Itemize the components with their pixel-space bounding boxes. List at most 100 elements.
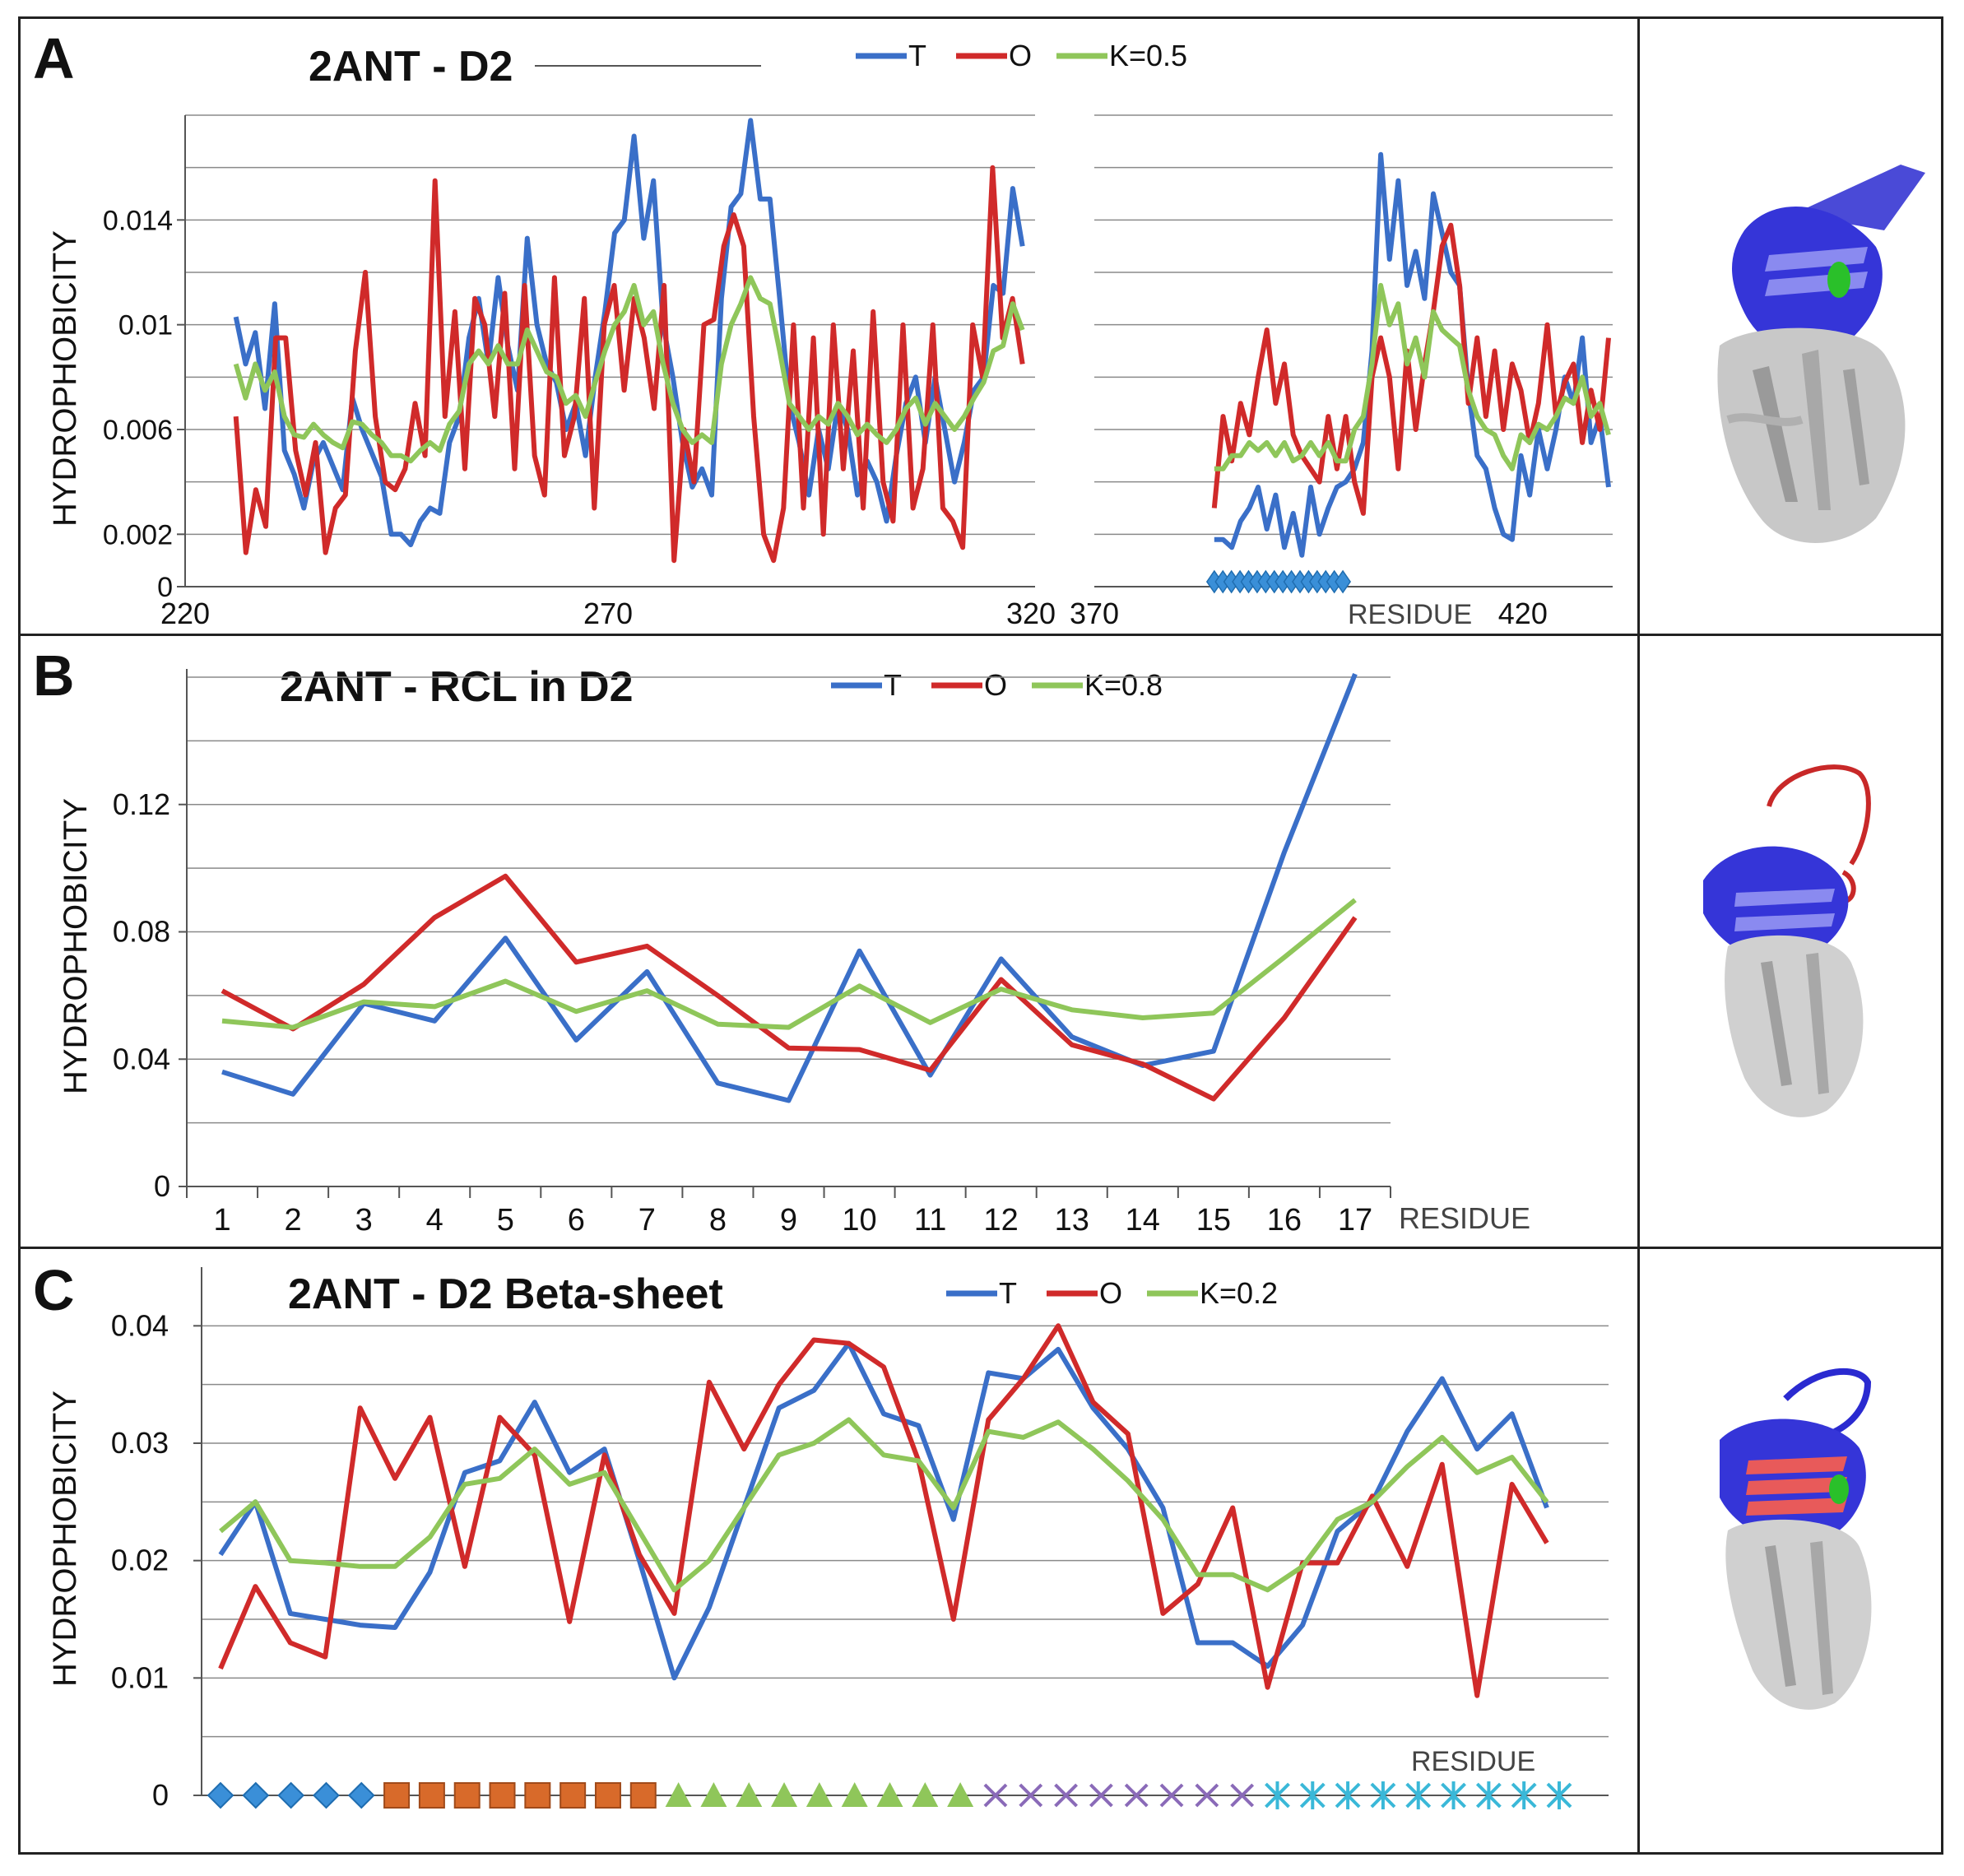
structure-thumbnail-a — [1717, 165, 1925, 543]
x-tick-label-b: 8 — [709, 1203, 727, 1238]
series-line-b-k08 — [221, 898, 1357, 1030]
x-tick-label-b: 17 — [1338, 1203, 1372, 1238]
y-axis-label-b: HYDROPHOBICITY — [58, 798, 94, 1094]
y-tick-label-b: 0.08 — [113, 915, 170, 949]
strand-marker-c-square — [489, 1782, 516, 1809]
x-tick-label-a: 270 — [583, 597, 633, 630]
strand-marker-c-square — [524, 1782, 551, 1809]
x-tick-label-b: 4 — [426, 1203, 443, 1238]
series-line-c-t — [218, 1340, 1549, 1681]
y-tick-label-a: 0 — [157, 572, 173, 603]
chart-title-b: 2ANT - RCL in D2 — [280, 663, 634, 711]
x-tick-label-b: 9 — [780, 1203, 797, 1238]
x-tick-label-a: 370 — [1070, 597, 1119, 630]
series-line-a-t — [233, 118, 1025, 548]
y-axis-label-c: HYDROPHOBICITY — [47, 1391, 83, 1687]
y-tick-label-a: 0.002 — [103, 519, 173, 550]
strand-marker-c-asterisk — [1441, 1781, 1466, 1809]
panel-label-c: C — [33, 1258, 75, 1322]
x-tick-label-b: 1 — [213, 1203, 230, 1238]
x-tick-label-b: 5 — [497, 1203, 514, 1238]
x-tick-label-b: 6 — [568, 1203, 585, 1238]
strand-marker-c-triangle — [947, 1782, 974, 1807]
x-tick-label-a: 420 — [1498, 597, 1548, 630]
x-tick-label-b: 12 — [984, 1203, 1019, 1238]
y-tick-label-c: 0.03 — [111, 1426, 169, 1460]
series-line-a-k05 — [1214, 282, 1611, 471]
panel-divider-ab — [18, 634, 1943, 636]
y-tick-label-b: 0.12 — [113, 787, 170, 821]
x-tick-label-b: 15 — [1196, 1203, 1231, 1238]
strand-marker-c-diamond — [242, 1781, 270, 1809]
legend-label-t: T — [999, 1276, 1017, 1310]
panel-label-a: A — [33, 26, 75, 91]
strand-marker-c-asterisk — [1265, 1781, 1290, 1809]
x-axis-label-a: RESIDUE — [1348, 599, 1472, 630]
strand-marker-c-square — [453, 1782, 481, 1809]
series-line-a-t — [1214, 151, 1611, 558]
strand-marker-c-asterisk — [1335, 1781, 1361, 1809]
y-tick-label-a: 0.01 — [118, 310, 173, 341]
legend-label-o: O — [1009, 39, 1032, 72]
strand-marker-c-asterisk — [1475, 1781, 1502, 1809]
strand-marker-c-square — [629, 1782, 657, 1809]
strand-marker-c-triangle — [806, 1782, 833, 1807]
strand-marker-c-asterisk — [1511, 1781, 1537, 1809]
strand-marker-c-x — [1230, 1783, 1255, 1808]
panel-divider-bc — [18, 1247, 1943, 1249]
strand-marker-c-diamond — [347, 1781, 375, 1809]
panel-c-chart: C 2ANT - D2 Beta-sheet T O K=0.2 HYDROPHOBICI… — [33, 1258, 1609, 1812]
chart-title-a: 2ANT - D2 — [309, 43, 513, 91]
legend-label-k02: K=0.2 — [1200, 1276, 1278, 1310]
x-tick-label-b: 13 — [1055, 1203, 1089, 1238]
y-tick-label-a: 0.006 — [103, 415, 173, 446]
strand-marker-c-diamond — [207, 1781, 234, 1809]
legend-label-o: O — [1099, 1276, 1122, 1310]
x-tick-label-b: 11 — [914, 1203, 946, 1238]
x-tick-label-a: 220 — [160, 597, 210, 630]
x-tick-label-b: 2 — [285, 1203, 302, 1238]
strand-marker-c-triangle — [876, 1782, 903, 1807]
panel-a-chart: A 2ANT - D2 T O K=0.5 HYDROPHOBICITY 0 0.002 0.0… — [33, 26, 1613, 630]
legend-label-k05: K=0.5 — [1109, 39, 1187, 72]
panel-label-b: B — [33, 643, 75, 708]
x-tick-label-b: 7 — [638, 1203, 656, 1238]
strand-marker-a — [1335, 569, 1351, 594]
y-tick-label-c: 0.02 — [111, 1544, 169, 1577]
x-tick-label-b: 14 — [1126, 1203, 1160, 1238]
strand-marker-c-asterisk — [1370, 1781, 1396, 1809]
y-tick-label-c: 0.04 — [111, 1308, 169, 1342]
legend-label-o: O — [984, 668, 1007, 702]
strand-marker-c-asterisk — [1299, 1781, 1326, 1809]
series-line-c-k02 — [219, 1417, 1549, 1593]
strand-marker-c-square — [418, 1782, 445, 1809]
strand-marker-c-triangle — [700, 1782, 727, 1807]
strand-marker-c-x — [1159, 1783, 1184, 1808]
strand-marker-c-square — [559, 1782, 587, 1809]
strand-marker-c-triangle — [771, 1782, 798, 1807]
strand-marker-c-x — [983, 1783, 1008, 1808]
y-tick-label-a: 0.014 — [103, 205, 173, 236]
strand-marker-c-triangle — [841, 1782, 868, 1807]
strand-marker-c-triangle — [665, 1782, 692, 1807]
y-tick-label-c: 0.01 — [111, 1660, 169, 1694]
series-line-c-o — [218, 1323, 1549, 1698]
series-line-a-o — [233, 165, 1025, 564]
structure-thumbnail-c — [1720, 1368, 1872, 1710]
thumbnail-column-divider — [1637, 16, 1640, 1855]
series-line-b-o — [221, 873, 1358, 1102]
strand-marker-c-triangle — [912, 1782, 939, 1807]
x-tick-label-a: 320 — [1006, 597, 1056, 630]
y-tick-label-c: 0 — [152, 1778, 169, 1812]
strand-marker-c-square — [594, 1782, 621, 1809]
strand-marker-c-diamond — [313, 1781, 340, 1809]
legend-label-k08: K=0.8 — [1084, 668, 1163, 702]
y-tick-label-b: 0.04 — [113, 1042, 170, 1075]
panel-b-chart: B 2ANT - RCL in D2 T O K=0.8 HYDROPHOBICITY 0 0… — [33, 643, 1530, 1238]
x-tick-label-b: 16 — [1267, 1203, 1302, 1238]
series-line-a-k05 — [233, 275, 1025, 464]
x-tick-label-b: 3 — [355, 1203, 373, 1238]
x-axis-label-c: RESIDUE — [1411, 1746, 1535, 1777]
strand-marker-c-asterisk — [1546, 1781, 1572, 1809]
